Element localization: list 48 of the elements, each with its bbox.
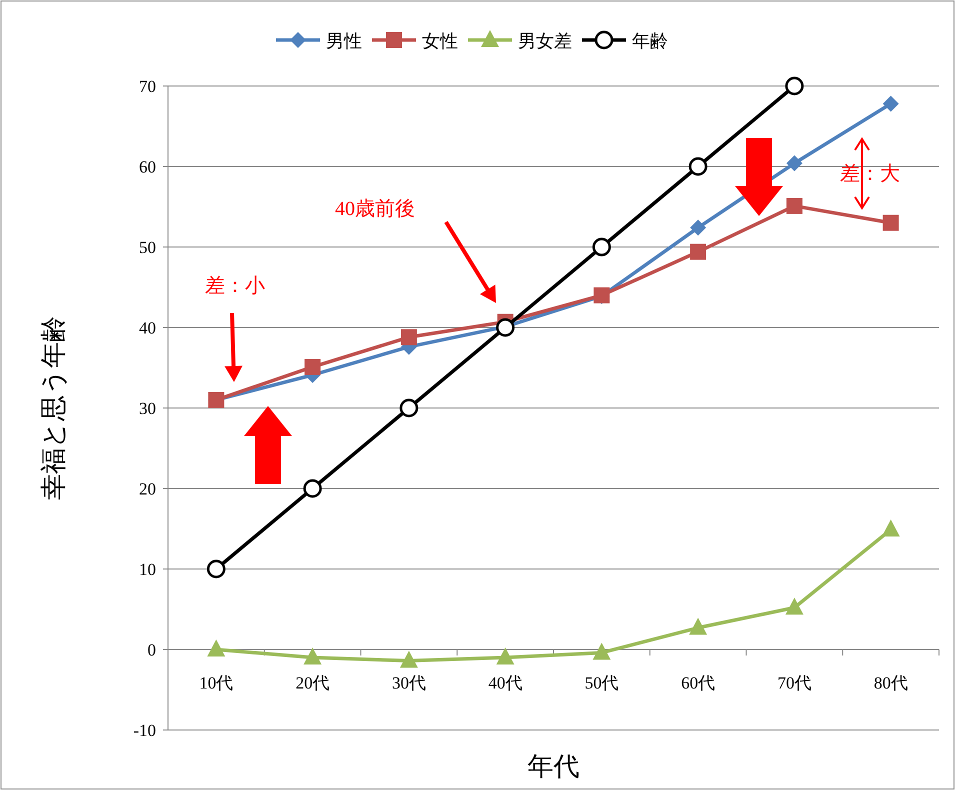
legend-label: 年齢	[632, 31, 668, 51]
y-tick-label: 60	[139, 158, 156, 176]
annotation: 差：小	[205, 275, 265, 297]
point	[592, 238, 611, 256]
y-tick-label: 50	[139, 238, 156, 257]
y-tick-label: 30	[139, 399, 156, 418]
legend-label: 男性	[326, 31, 362, 51]
x-tick-label: 70代	[777, 674, 812, 692]
x-tick-label: 10代	[199, 674, 234, 692]
x-tick-label: 20代	[296, 674, 330, 692]
point	[882, 214, 899, 231]
x-axis-title: 年代	[528, 752, 580, 781]
point	[786, 155, 802, 172]
y-tick-label: -10	[133, 721, 156, 740]
x-tick-label: 50代	[584, 674, 619, 692]
point	[882, 96, 899, 112]
annotation: 40歳前後	[335, 198, 415, 220]
point	[785, 598, 804, 615]
x-tick-label: 60代	[681, 674, 716, 692]
point	[690, 244, 706, 260]
point	[785, 76, 804, 96]
x-tick-label: 40代	[488, 674, 522, 692]
point	[592, 642, 611, 660]
legend-label: 男女差	[518, 31, 572, 51]
point	[304, 648, 322, 665]
y-tick-label: 40	[139, 318, 156, 338]
point	[688, 157, 708, 176]
y-axis-title: 幸福と思う年齢	[39, 316, 68, 500]
point	[303, 479, 322, 498]
annotation: 差：大	[840, 163, 900, 185]
y-tick-label: 70	[139, 77, 156, 96]
point	[400, 650, 418, 668]
point	[400, 398, 418, 418]
y-tick-label: 10	[139, 560, 156, 579]
point	[882, 520, 900, 537]
point	[689, 618, 708, 635]
point	[786, 198, 802, 214]
point	[400, 329, 417, 346]
point	[304, 358, 321, 375]
y-tick-label: 0	[148, 640, 156, 660]
point	[207, 640, 226, 656]
point	[496, 648, 514, 665]
point	[206, 560, 226, 578]
legend-label: 女性	[422, 31, 458, 51]
x-tick-label: 80代	[874, 674, 908, 692]
point	[690, 220, 706, 236]
x-tick-label: 30代	[392, 674, 426, 692]
y-tick-label: 20	[139, 480, 156, 498]
